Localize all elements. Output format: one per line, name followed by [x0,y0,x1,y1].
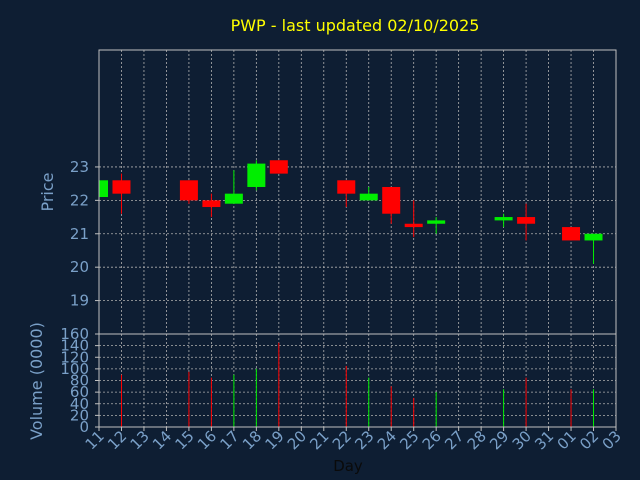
price-tick-label: 19 [70,292,89,310]
price-tick-label: 21 [70,225,89,243]
volume-tick-label: 60 [70,383,89,401]
price-axis-label: Price [38,172,57,211]
candle-body [202,200,221,208]
volume-panel: 0204060801001201401601112131415161718192… [60,325,624,453]
candle-body [359,193,378,201]
volume-tick-label: 40 [70,395,89,413]
candle-body [427,220,446,224]
price-tick-label: 22 [70,191,89,209]
chart-title: PWP - last updated 02/10/2025 [231,16,480,35]
price-tick-label: 20 [70,258,89,276]
candle-body [337,180,356,194]
volume-tick-label: 20 [70,406,89,424]
candle-body [584,233,603,241]
candle-body [562,227,581,241]
candle-body [517,217,536,224]
volume-tick-label: 140 [60,337,89,355]
candle-body [179,180,198,201]
price-panel: 19 20 21 22 23 [70,49,617,335]
volume-tick-label: 80 [70,372,89,390]
volume-tick-label: 100 [60,360,89,378]
candle-body [112,180,131,194]
candle-body [99,180,108,198]
volume-tick-label: 160 [60,325,89,343]
volume-plot-frame [98,333,617,428]
price-plot-frame [98,49,617,335]
candle-body [382,186,401,214]
volume-axis-label: Volume (0000) [27,322,46,440]
volume-tick-label: 0 [79,418,89,436]
x-axis-label: Day [333,457,363,475]
candle-body [494,217,513,221]
price-tick-label: 23 [70,158,89,176]
volume-tick-label: 120 [60,348,89,366]
candle-body [247,163,266,187]
x-tick-label: 03 [599,427,625,453]
candle-body [269,160,288,174]
candle-body [404,223,423,228]
candle-body [224,193,243,204]
